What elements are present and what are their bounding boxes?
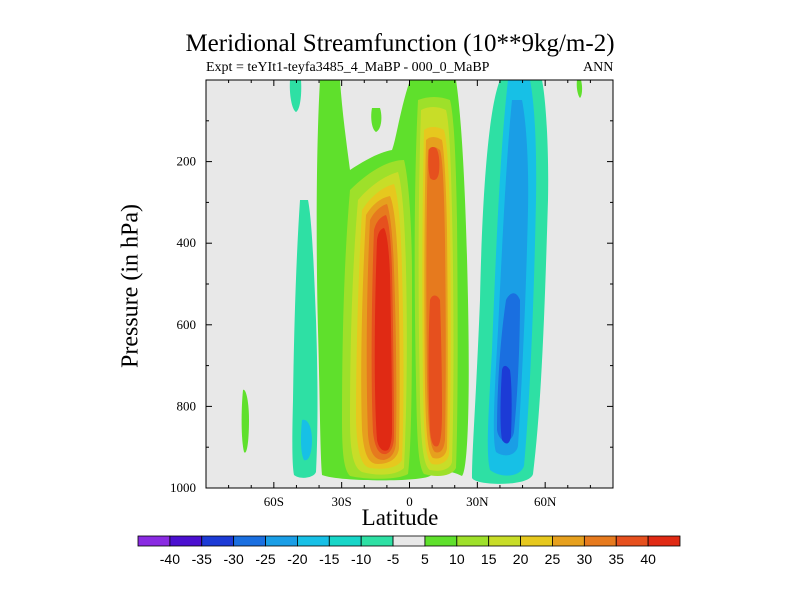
nh-pos-core-upper bbox=[428, 146, 440, 180]
nh-pos-contour-35 bbox=[428, 295, 442, 447]
colorbar-swatch bbox=[137, 535, 171, 547]
colorbar-label: -15 bbox=[319, 551, 339, 567]
colorbar-swatch bbox=[169, 535, 203, 547]
pos-contour-40 bbox=[374, 228, 392, 451]
sh-neg-contour-minus5 bbox=[292, 200, 318, 478]
neg-contour-minus25 bbox=[500, 365, 512, 444]
colorbar-label: 5 bbox=[421, 551, 429, 567]
sh-neg-contour-minus10 bbox=[300, 419, 312, 461]
x-tick-label: 60N bbox=[534, 494, 557, 509]
y-tick-label: 200 bbox=[177, 154, 197, 169]
y-axis-ticks: 200 400 600 800 1000 bbox=[170, 79, 613, 495]
sh-polar-contour bbox=[241, 389, 249, 453]
colorbar-label: 25 bbox=[545, 551, 561, 567]
chart-title: Meridional Streamfunction (10**9kg/m-2) bbox=[185, 30, 615, 57]
colorbar-label: 35 bbox=[608, 551, 624, 567]
top-lobe-pos-1 bbox=[371, 108, 382, 132]
colorbar-swatch bbox=[297, 535, 330, 547]
season-label: ANN bbox=[583, 60, 614, 75]
colorbar-swatch bbox=[360, 535, 394, 547]
x-tick-label: 60S bbox=[264, 494, 284, 509]
colorbar-swatch bbox=[233, 535, 266, 547]
y-tick-label: 800 bbox=[177, 398, 197, 413]
x-tick-label: 30S bbox=[332, 494, 352, 509]
x-axis-label: Latitude bbox=[361, 505, 439, 530]
colorbar-swatch bbox=[488, 535, 521, 547]
colorbar-label: 15 bbox=[481, 551, 497, 567]
colorbar-label: -30 bbox=[224, 551, 244, 567]
colorbar-label: -5 bbox=[387, 551, 400, 567]
colorbar-label: -25 bbox=[255, 551, 275, 567]
colorbar-label: -20 bbox=[287, 551, 307, 567]
experiment-label: Expt = teYIt1-teyfa3485_4_MaBP - 000_0_M… bbox=[206, 60, 490, 75]
colorbar-label: 40 bbox=[640, 551, 656, 567]
top-lobe-neg bbox=[289, 80, 302, 112]
colorbar-label: -35 bbox=[192, 551, 212, 567]
top-lobe-pos-2 bbox=[576, 80, 583, 98]
colorbar-swatch bbox=[456, 535, 490, 547]
colorbar-swatch bbox=[552, 535, 585, 547]
colorbar-swatch bbox=[328, 535, 362, 547]
colorbar-swatch bbox=[615, 535, 649, 547]
y-tick-label: 600 bbox=[177, 317, 197, 332]
colorbar-swatch bbox=[424, 535, 458, 547]
colorbar-label: 30 bbox=[577, 551, 593, 567]
y-tick-label: 1000 bbox=[170, 480, 196, 495]
colorbar-label: -10 bbox=[351, 551, 371, 567]
colorbar-swatch bbox=[265, 535, 298, 547]
x-axis-ticks: 60S 30S 0 30N 60N bbox=[205, 80, 614, 509]
colorbar-label: 10 bbox=[449, 551, 465, 567]
colorbar-label: 20 bbox=[513, 551, 529, 567]
colorbar-swatch bbox=[201, 535, 235, 547]
colorbar-swatch bbox=[392, 535, 426, 547]
y-tick-label: 400 bbox=[177, 235, 197, 250]
x-tick-label: 0 bbox=[406, 494, 413, 509]
colorbar-label: -40 bbox=[160, 551, 180, 567]
colorbar-swatch bbox=[647, 535, 681, 547]
colorbar-swatch bbox=[520, 535, 553, 547]
colorbar-swatch bbox=[583, 535, 617, 547]
x-tick-label: 30N bbox=[466, 494, 489, 509]
